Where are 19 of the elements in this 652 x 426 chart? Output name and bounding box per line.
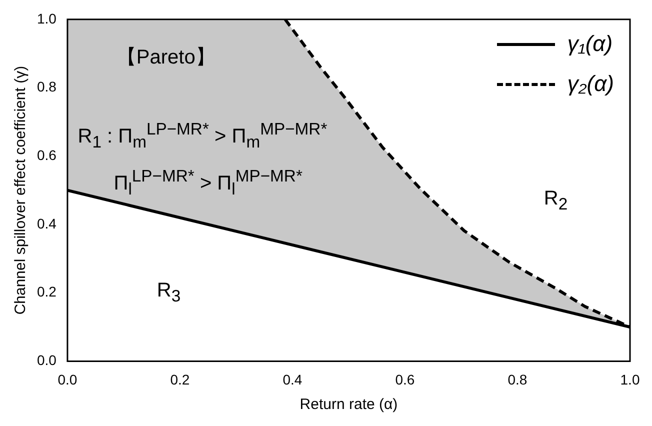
y-axis-title: Channel spillover effect coefficient (γ) — [12, 66, 30, 315]
x-tick-label: 1.0 — [620, 371, 640, 388]
x-tick-label: 0.6 — [395, 371, 415, 388]
y-tick-label: 0.8 — [36, 78, 57, 95]
y-tick-label: 1.0 — [36, 10, 57, 26]
x-tick-label: 0.0 — [58, 371, 78, 388]
y-tick-label: 0.0 — [36, 352, 57, 368]
x-tick-label: 0.4 — [282, 371, 302, 388]
x-tick-label: 0.2 — [170, 371, 190, 388]
y-tick-label: 0.4 — [36, 215, 57, 232]
x-axis-title: Return rate (α) — [300, 396, 398, 414]
annotation: R$_{3}$ — [156, 279, 181, 306]
x-tick-label: 0.8 — [508, 371, 528, 388]
annotation: R$_{2}$ — [544, 187, 568, 214]
legend-label: γ₂(α) — [567, 71, 614, 98]
y-tick-label: 0.6 — [36, 146, 57, 163]
y-tick-label: 0.2 — [36, 284, 57, 300]
legend-label: γ₁(α) — [567, 31, 613, 58]
annotation: 【Pareto】 — [116, 45, 216, 70]
